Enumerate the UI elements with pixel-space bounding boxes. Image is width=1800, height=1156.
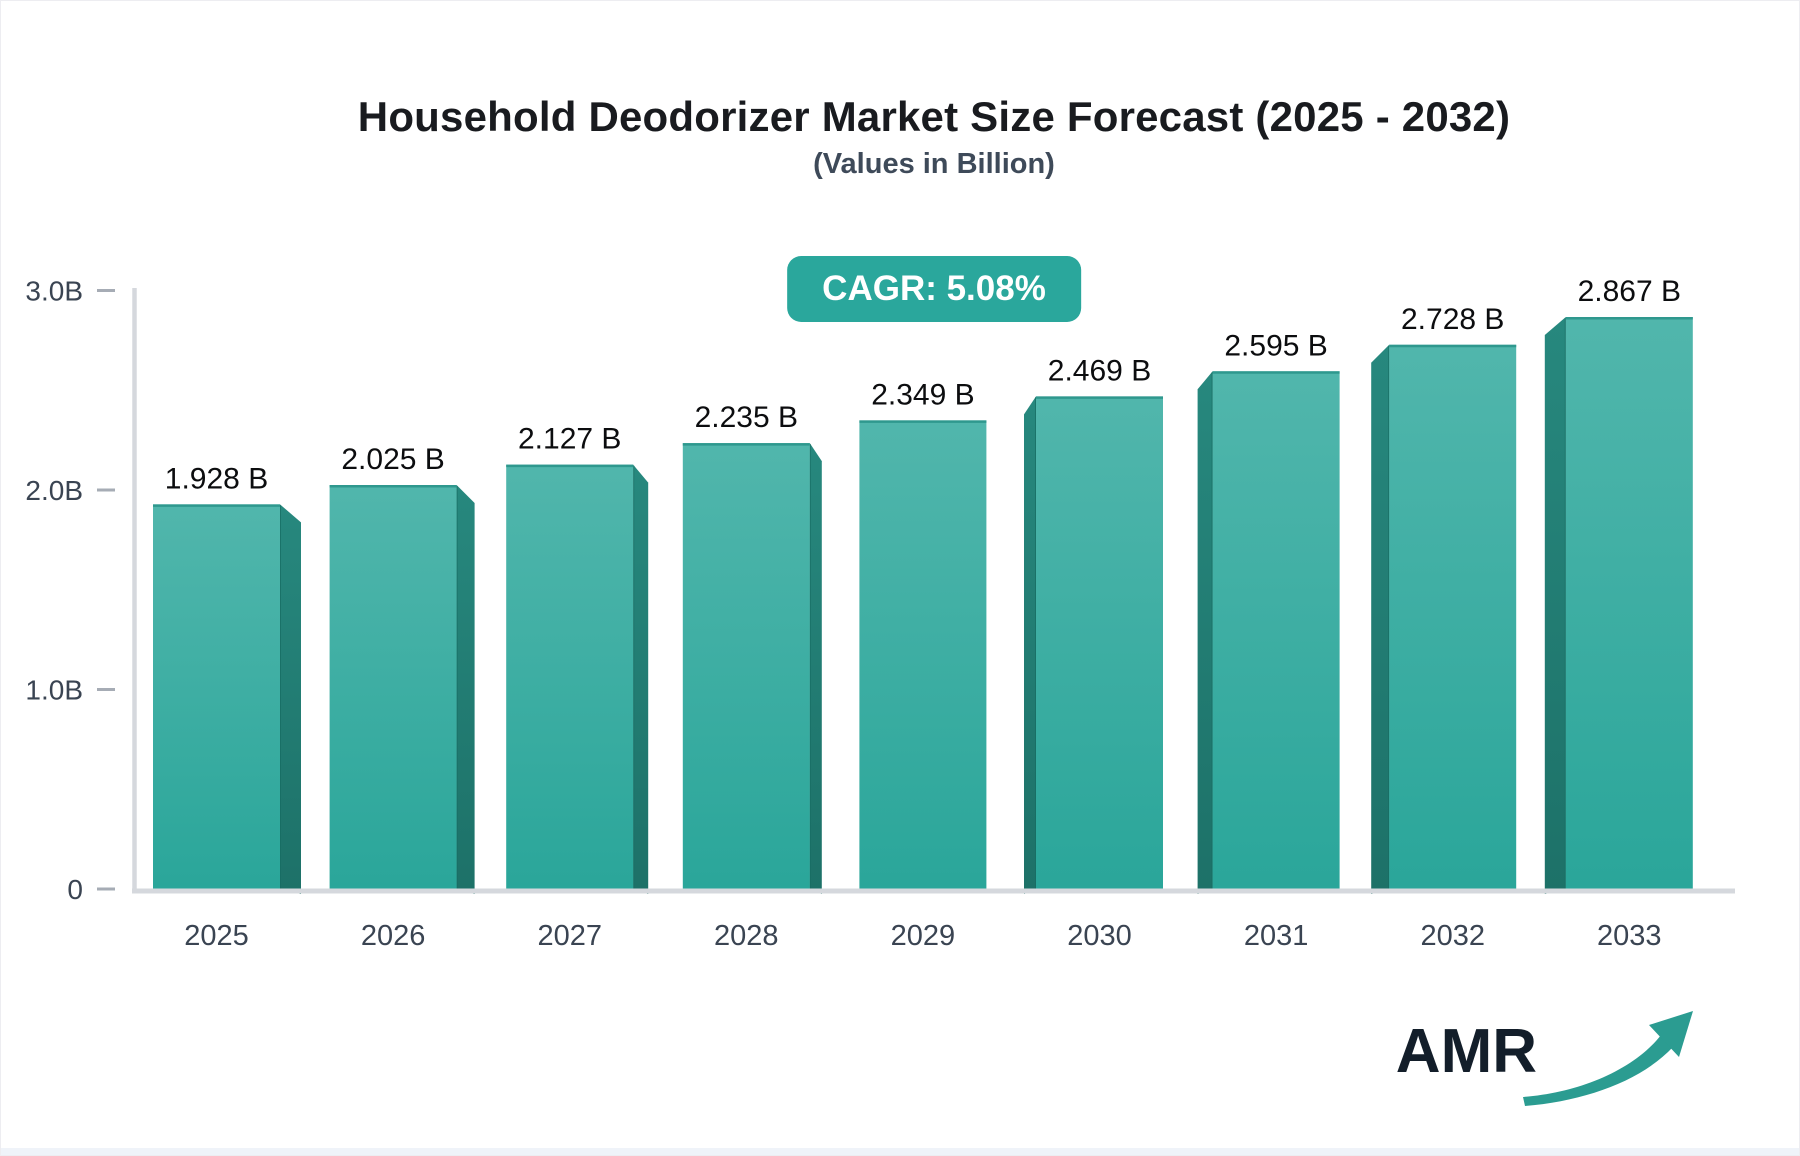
y-axis-tick-label: 1.0B bbox=[25, 675, 83, 706]
x-axis-category-label: 2029 bbox=[891, 920, 956, 952]
y-axis-tick-label: 2.0B bbox=[25, 475, 83, 506]
x-axis-category-label: 2025 bbox=[184, 920, 249, 952]
bar-value-label: 2.235 B bbox=[695, 401, 798, 434]
cagr-badge: CAGR: 5.08% bbox=[787, 256, 1081, 322]
bars-group: 1.928 B 2.025 B 2.127 B 2.235 B 2.349 B 2.469… bbox=[153, 275, 1693, 894]
bar-value-label: 2.867 B bbox=[1578, 275, 1681, 308]
bar-group: 1.928 B bbox=[153, 462, 301, 894]
bar-value-label: 2.349 B bbox=[871, 378, 974, 411]
bar bbox=[506, 464, 634, 889]
bar bbox=[1036, 396, 1163, 889]
bar-group: 2.469 B bbox=[1024, 354, 1163, 894]
bar-side-face bbox=[809, 443, 822, 894]
bar bbox=[329, 485, 457, 889]
bar bbox=[153, 504, 280, 889]
axes-group: 0 1.0B 2.0B 3.0B 2025 2026 2027 2028 2029 2030 203… bbox=[25, 276, 1735, 952]
bar-group: 2.867 B bbox=[1544, 275, 1693, 894]
bar-side-face bbox=[1371, 344, 1390, 894]
bottom-accent-strip bbox=[1, 1148, 1799, 1155]
bar-side-face bbox=[1197, 371, 1213, 894]
bar-side-face bbox=[1544, 317, 1566, 894]
x-axis-category-label: 2027 bbox=[537, 920, 602, 952]
bar-group: 2.728 B bbox=[1371, 303, 1517, 894]
growth-arrow-icon bbox=[1523, 1011, 1693, 1106]
bar-value-label: 2.728 B bbox=[1401, 303, 1504, 336]
amr-logo-text: AMR bbox=[1395, 1017, 1537, 1086]
bar-side-face bbox=[280, 504, 301, 894]
bar-group: 2.025 B bbox=[329, 443, 475, 894]
chart-title: Household Deodorizer Market Size Forecas… bbox=[357, 93, 1511, 140]
x-axis-category-label: 2030 bbox=[1067, 920, 1132, 952]
bar-group: 2.127 B bbox=[506, 423, 649, 894]
bar bbox=[1565, 317, 1693, 889]
bar-side-face bbox=[1024, 396, 1036, 894]
x-axis-category-label: 2031 bbox=[1244, 920, 1309, 952]
bar-value-label: 2.127 B bbox=[518, 423, 621, 456]
y-axis-tick-label: 0 bbox=[67, 874, 83, 905]
x-axis-category-label: 2032 bbox=[1420, 920, 1485, 952]
bar-value-label: 1.928 B bbox=[165, 462, 268, 495]
bar-side-face bbox=[456, 485, 475, 894]
amr-logo: AMR bbox=[1395, 1011, 1697, 1109]
bar bbox=[1389, 344, 1517, 889]
bar-value-label: 2.025 B bbox=[341, 443, 444, 476]
bar bbox=[1212, 371, 1340, 889]
x-axis-category-label: 2026 bbox=[361, 920, 426, 952]
bar-group: 2.349 B bbox=[859, 378, 987, 889]
bar-group: 2.595 B bbox=[1197, 329, 1340, 894]
bar-group: 2.235 B bbox=[682, 401, 822, 894]
bar bbox=[682, 443, 810, 889]
x-axis-category-label: 2028 bbox=[714, 920, 779, 952]
x-axis-category-label: 2033 bbox=[1597, 920, 1662, 952]
bar-value-label: 2.469 B bbox=[1048, 354, 1151, 387]
bar-side-face bbox=[633, 464, 649, 894]
chart-subtitle: (Values in Billion) bbox=[813, 148, 1055, 180]
y-axis-tick-label: 3.0B bbox=[25, 276, 83, 307]
bar bbox=[859, 420, 987, 889]
bar-value-label: 2.595 B bbox=[1224, 329, 1327, 362]
